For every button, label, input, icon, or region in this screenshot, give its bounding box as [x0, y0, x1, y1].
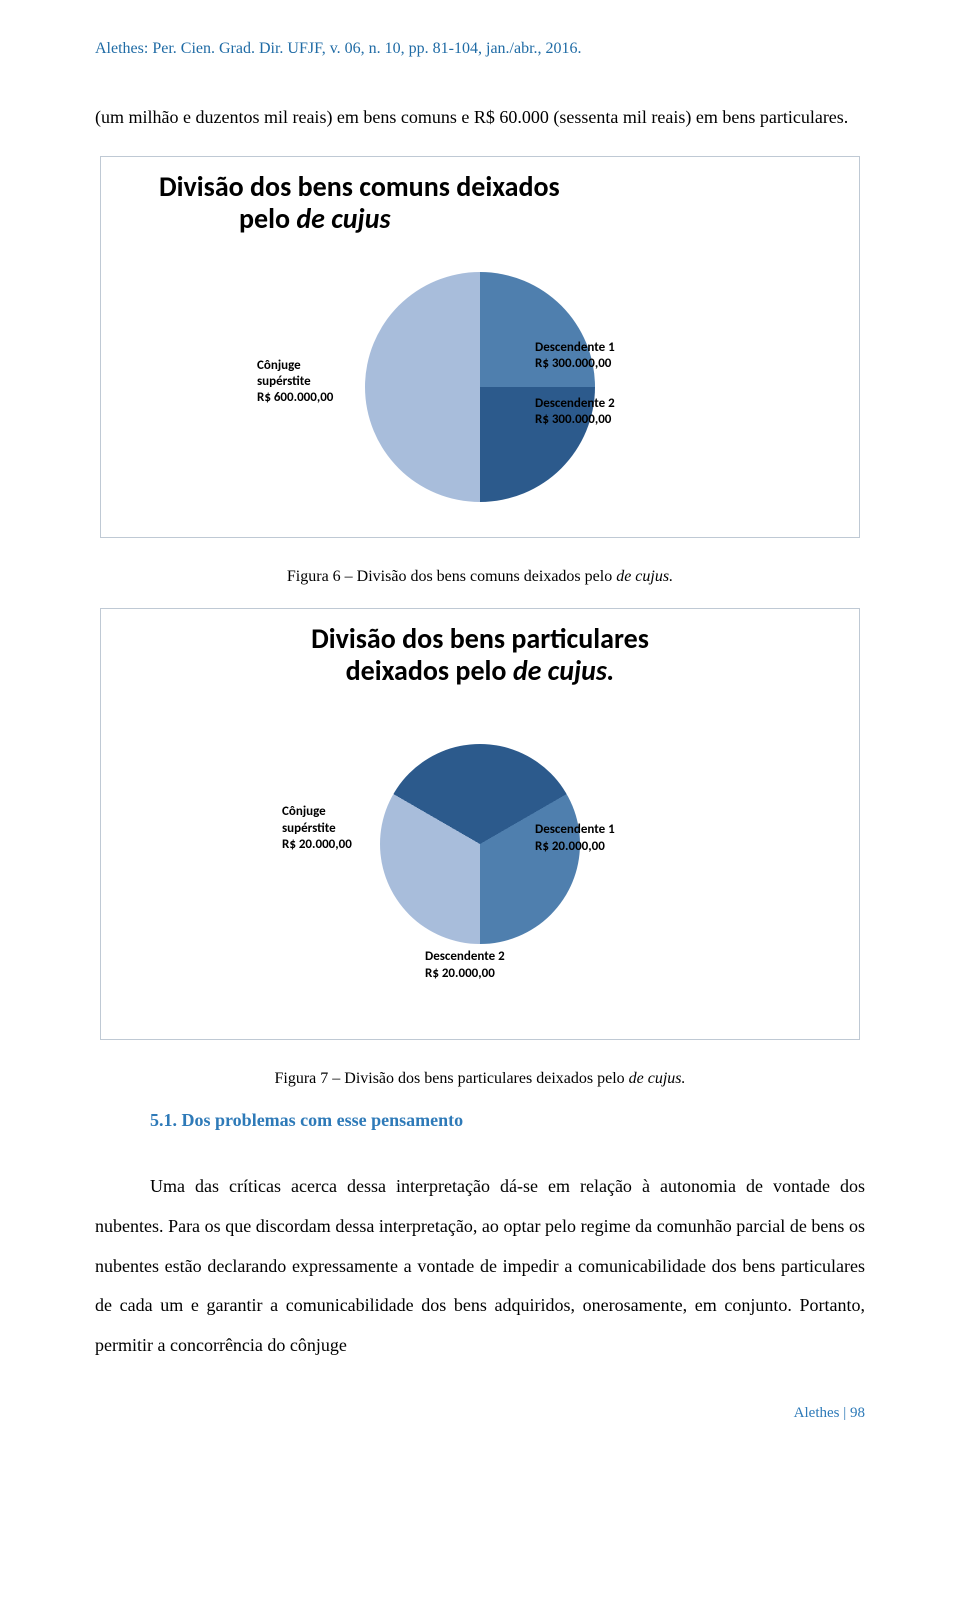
chart2-pie: Cônjuge supérstite R$ 20.000,00 Descende…: [380, 744, 580, 944]
paragraph-body: Uma das críticas acerca dessa interpreta…: [95, 1167, 865, 1365]
footer-sep: |: [839, 1405, 850, 1421]
running-header: Alethes: Per. Cien. Grad. Dir. UFJF, v. …: [95, 40, 865, 58]
chart2-title-line2a: deixados pelo: [346, 653, 513, 688]
chart1-title-line2b: de cujus: [296, 201, 390, 236]
chart1-container: Divisão dos bens comuns deixados pelo de…: [100, 156, 860, 538]
chart2-title-line1: Divisão dos bens particulares: [311, 621, 649, 656]
chart2-container: Divisão dos bens particulares deixados p…: [100, 608, 860, 1040]
chart2-label-desc2: Descendente 2 R$ 20.000,00: [425, 949, 505, 982]
footer-journal-name: Alethes: [794, 1405, 840, 1421]
chart2-title: Divisão dos bens particulares deixados p…: [119, 623, 841, 687]
chart1-caption: Figura 6 – Divisão dos bens comuns deixa…: [95, 568, 865, 586]
chart2-pie-area: Cônjuge supérstite R$ 20.000,00 Descende…: [119, 709, 841, 1019]
subsection-heading: 5.1. Dos problemas com esse pensamento: [95, 1110, 865, 1131]
page-footer: Alethes | 98: [95, 1405, 865, 1422]
footer-page-number: 98: [850, 1405, 865, 1421]
chart1-pie-area: Cônjuge supérstite R$ 600.000,00 Descend…: [119, 257, 841, 517]
chart1-title-line2a: pelo: [239, 201, 296, 236]
chart1-label-desc1: Descendente 1 R$ 300.000,00: [535, 340, 615, 373]
chart2-title-line2b: de cujus.: [513, 653, 615, 688]
paragraph-intro: (um milhão e duzentos mil reais) em bens…: [95, 98, 865, 138]
chart2-label-desc1: Descendente 1 R$ 20.000,00: [535, 822, 615, 855]
chart1-title-line1: Divisão dos bens comuns deixados: [159, 169, 560, 204]
chart1-title: Divisão dos bens comuns deixados pelo de…: [119, 171, 841, 235]
chart1-pie: Cônjuge supérstite R$ 600.000,00 Descend…: [365, 272, 595, 502]
chart2-label-conjuge: Cônjuge supérstite R$ 20.000,00: [282, 804, 352, 853]
chart1-label-desc2: Descendente 2 R$ 300.000,00: [535, 396, 615, 429]
chart2-caption: Figura 7 – Divisão dos bens particulares…: [95, 1070, 865, 1088]
chart1-label-conjuge: Cônjuge supérstite R$ 600.000,00: [257, 358, 333, 407]
